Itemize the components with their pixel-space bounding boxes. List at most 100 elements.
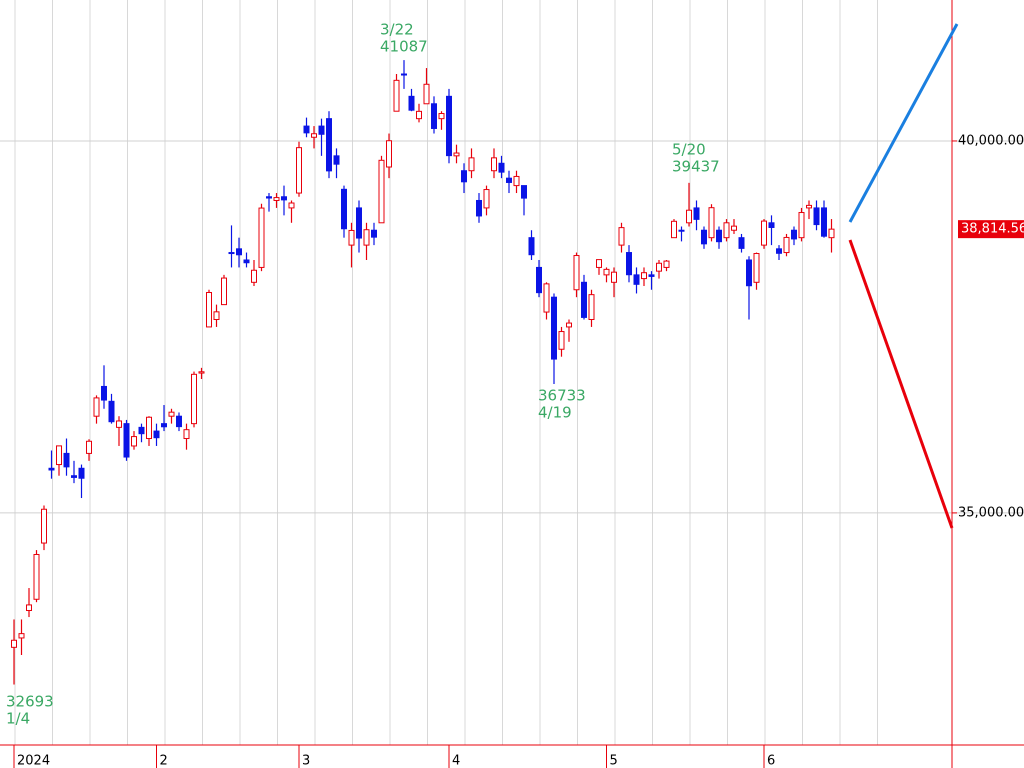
candle-body — [701, 229, 707, 245]
candle-body — [393, 79, 400, 112]
x-tick-label: 2 — [160, 754, 168, 768]
candle-body — [326, 118, 332, 172]
candle-body — [71, 475, 77, 478]
candle-body — [776, 248, 782, 254]
candle-body — [108, 400, 115, 423]
candle-body — [611, 271, 617, 283]
candle-body — [116, 420, 122, 428]
candle-body — [513, 175, 520, 187]
candle-body — [341, 188, 347, 230]
annotation-value: 39437 — [672, 158, 720, 176]
candle-body — [101, 385, 107, 401]
candle-body — [746, 259, 752, 287]
candle-body — [761, 220, 767, 246]
candle-body — [86, 440, 92, 454]
candle-body — [206, 291, 212, 328]
candle-body — [468, 157, 475, 172]
candle-body — [423, 83, 430, 105]
candle-body — [296, 147, 302, 194]
candle-body — [738, 237, 745, 249]
candle-body — [536, 266, 542, 294]
annotation-value: 41087 — [380, 38, 428, 56]
candle-body — [671, 220, 677, 239]
candle-body — [176, 415, 182, 428]
candle-body — [348, 229, 355, 246]
candle-body — [138, 426, 145, 435]
annotation-value: 36733 — [538, 387, 586, 405]
candle-body — [783, 236, 790, 254]
candle-body — [753, 253, 760, 283]
candle-body — [686, 209, 692, 224]
candle-body — [153, 430, 160, 439]
candle-body — [768, 222, 775, 228]
candle-body — [363, 229, 370, 246]
candle-body — [273, 197, 280, 201]
y-tick-label: 35,000.00 — [958, 505, 1024, 520]
candle-body — [431, 103, 437, 129]
candle-body — [48, 467, 55, 471]
annotation-date: 5/20 — [672, 141, 706, 159]
candle-body — [146, 416, 152, 440]
candle-body — [191, 373, 197, 425]
projection-down — [848, 239, 954, 529]
candle-body — [318, 125, 325, 135]
candle-body — [258, 207, 265, 268]
x-tick-label: 2024 — [17, 754, 50, 768]
annotation-date: 4/19 — [538, 404, 572, 422]
candle-body — [281, 196, 287, 201]
candle-body — [288, 202, 295, 209]
candle-body — [731, 225, 737, 231]
candle-body — [806, 204, 812, 209]
annotation-date: 1/4 — [6, 710, 30, 728]
candle-body — [56, 445, 62, 466]
candle-body — [498, 162, 505, 173]
candle-body — [618, 227, 625, 246]
candle-body — [461, 170, 467, 183]
candle-body — [588, 294, 595, 320]
projection-up — [848, 23, 959, 223]
x-tick-label: 6 — [767, 754, 775, 768]
candle-body — [303, 125, 310, 134]
candle-body — [551, 296, 557, 360]
candle-body — [581, 281, 587, 318]
candle-body — [386, 140, 392, 168]
candle-body — [18, 633, 25, 639]
candle-body — [558, 331, 565, 350]
candle-body — [311, 133, 317, 138]
candle-body — [641, 272, 647, 280]
candle-body — [266, 196, 272, 199]
candle-body — [11, 639, 17, 648]
candle-body — [453, 152, 460, 157]
candle-body — [183, 429, 190, 440]
candle-body — [543, 283, 550, 313]
candle-body — [663, 260, 670, 268]
candle-body — [416, 110, 422, 120]
candle-body — [401, 73, 407, 76]
price-label: 38,814.56 — [961, 222, 1024, 237]
candle-body — [678, 229, 685, 232]
x-tick-label: 4 — [452, 754, 460, 768]
annotation-date: 3/22 — [380, 21, 414, 39]
x-tick-label: 3 — [302, 754, 310, 768]
candle-body — [708, 207, 715, 239]
candle-body — [821, 207, 827, 237]
candle-body — [573, 255, 580, 291]
candle-body — [603, 268, 610, 276]
candle-body — [716, 229, 722, 243]
candle-body — [378, 159, 385, 224]
candle-body — [648, 274, 655, 277]
candle-body — [438, 113, 445, 120]
candle-body — [476, 199, 482, 217]
price-box — [958, 220, 1024, 239]
candle-body — [63, 452, 70, 468]
candle-body — [566, 322, 572, 328]
candle-body — [596, 259, 602, 268]
candle-body — [78, 467, 85, 479]
candle-body — [633, 274, 640, 285]
candle-body — [626, 252, 632, 276]
candle-body — [213, 311, 220, 320]
candle-body — [813, 207, 820, 226]
candle-body — [168, 411, 175, 417]
candle-body — [408, 95, 415, 111]
